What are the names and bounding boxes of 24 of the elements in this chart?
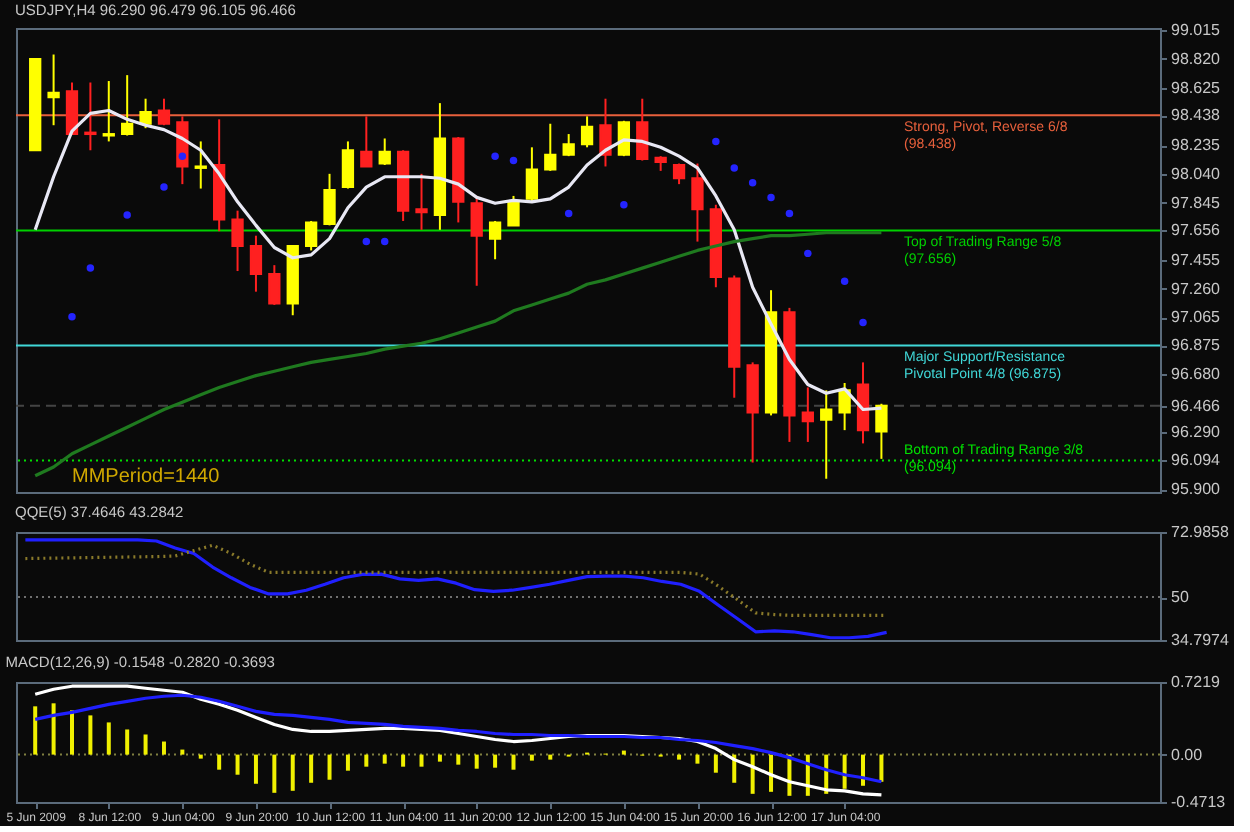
y-tick-label: 98.235: [1171, 136, 1222, 155]
y-tick-label: 98.438: [1171, 106, 1222, 125]
y-tick-label: 96.290: [1171, 422, 1222, 441]
y-tick-label: 34.7974: [1171, 631, 1230, 649]
y-tick-label: 96.875: [1171, 336, 1222, 355]
y-tick-label: 99.015: [1171, 21, 1222, 40]
y-tick-label: 97.065: [1171, 308, 1222, 327]
y-tick-label: 72.9858: [1171, 523, 1230, 541]
y-tick-label: 97.845: [1171, 193, 1222, 212]
y-tick-label: 0.00: [1171, 745, 1204, 764]
y-tick-label: 96.680: [1171, 365, 1222, 384]
y-tick-label: -0.4713: [1171, 793, 1227, 811]
y-tick-label: 96.466: [1171, 396, 1222, 415]
annotation: MMPeriod=1440: [72, 466, 221, 488]
y-tick-label: 98.820: [1171, 49, 1222, 68]
y-tick-label: 50: [1171, 588, 1190, 607]
y-tick-label: 97.455: [1171, 251, 1222, 269]
y-tick-label: 0.7219: [1171, 673, 1222, 691]
y-tick-label: 97.656: [1171, 221, 1222, 240]
y-tick-label: 98.040: [1171, 164, 1222, 183]
y-tick-label: 96.094: [1171, 451, 1222, 470]
y-tick-label: 98.625: [1171, 78, 1222, 97]
y-tick-label: 95.900: [1171, 480, 1222, 499]
y-tick-label: 97.260: [1171, 279, 1222, 298]
